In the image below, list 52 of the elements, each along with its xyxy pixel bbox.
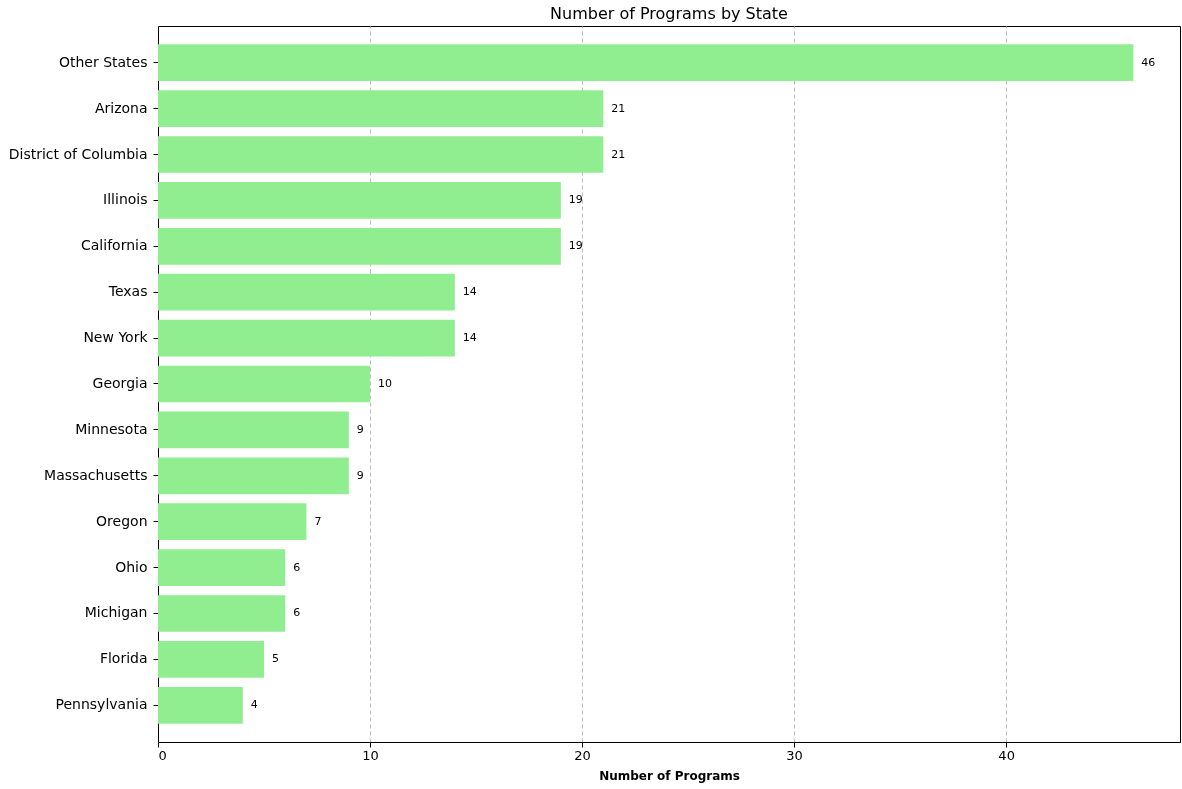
y-tick-label: Michigan [84, 604, 148, 621]
data-label: 19 [568, 239, 583, 253]
bar [158, 457, 349, 495]
x-tick-label: 40 [998, 747, 1015, 763]
y-tick-label: Georgia [92, 375, 148, 391]
data-label: 19 [568, 193, 583, 207]
chart-title: Number of Programs by State [550, 4, 788, 23]
data-label: 21 [611, 101, 626, 115]
y-tick-label: California [81, 237, 148, 254]
bar [158, 365, 371, 403]
x-axis-title: Number of Programs [599, 768, 740, 783]
y-tick-label: Florida [99, 650, 148, 667]
x-tick-label: 20 [574, 747, 591, 763]
bar [158, 182, 561, 219]
bar [158, 90, 604, 127]
bar [158, 227, 561, 265]
y-tick-label: Other States [58, 53, 148, 70]
bar [158, 686, 243, 724]
x-tick-label: 10 [362, 747, 379, 763]
y-tick-label: New York [83, 329, 149, 346]
data-label: 46 [1141, 55, 1156, 69]
bar [158, 319, 455, 357]
data-label: 4 [250, 698, 258, 712]
data-label: 7 [314, 514, 322, 528]
data-label: 9 [356, 468, 364, 482]
y-tick-label: Texas [107, 283, 148, 300]
bar [158, 595, 286, 632]
data-label: 6 [293, 560, 301, 574]
data-label: 10 [378, 377, 393, 390]
bar [158, 503, 307, 541]
y-tick-label: Arizona [94, 99, 148, 116]
y-tick-label: Illinois [103, 191, 148, 208]
y-tick-label: Oregon [96, 512, 148, 529]
data-label: 14 [462, 331, 477, 345]
bar [158, 136, 604, 173]
data-label: 14 [462, 285, 477, 299]
y-tick-label: Minnesota [75, 420, 148, 437]
bar [158, 549, 286, 586]
data-label: 9 [356, 422, 364, 436]
data-label: 6 [293, 606, 301, 620]
x-tick-label: 30 [786, 747, 803, 763]
x-tick-label: 0 [158, 747, 167, 763]
data-label: 21 [611, 147, 626, 161]
y-tick-label: District of Columbia [8, 145, 148, 162]
y-tick-label: Pennsylvania [55, 696, 148, 713]
y-tick-label: Massachusetts [44, 466, 148, 483]
y-tick-label: Ohio [115, 558, 148, 575]
data-label: 5 [272, 652, 280, 666]
bar [158, 641, 265, 678]
bar [158, 44, 1134, 82]
bar [158, 411, 349, 449]
bar [158, 273, 455, 311]
